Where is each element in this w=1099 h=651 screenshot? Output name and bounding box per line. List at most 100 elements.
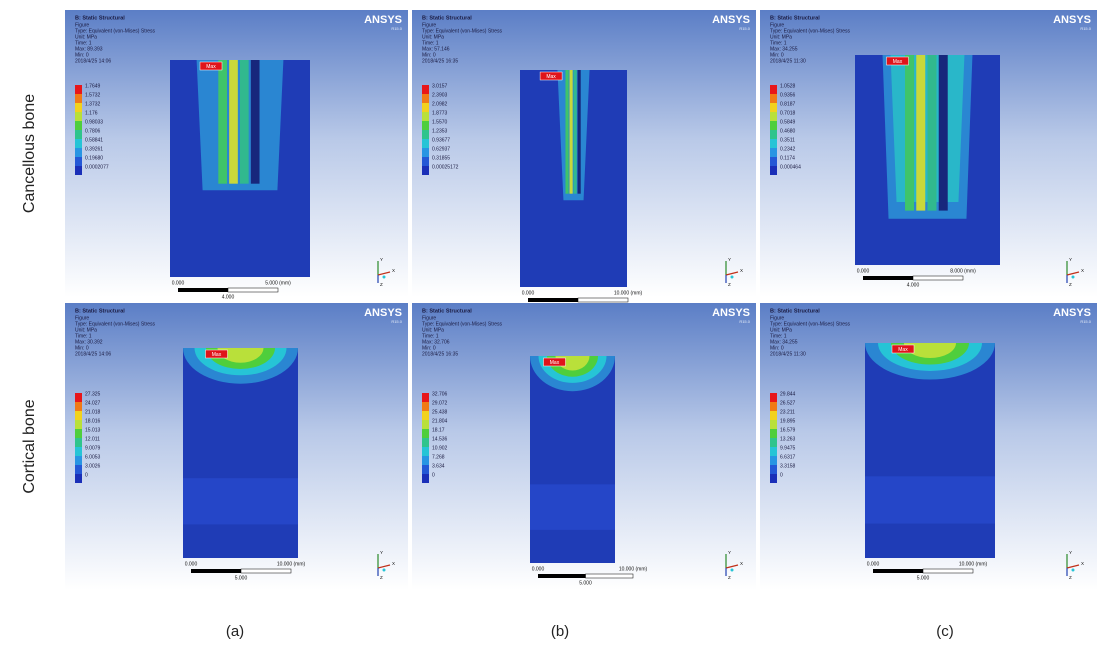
legend-swatch [75,474,82,483]
contour-bowl [904,343,956,359]
info-line: Type: Equivalent (von-Mises) Stress [75,321,156,327]
legend-value: 1.176 [85,110,98,116]
info-line: Figure [422,315,436,321]
triad-label: Z [1069,575,1072,580]
legend-value: 2.3903 [432,92,448,98]
triad-label: X [740,561,743,566]
legend-swatch [75,465,82,474]
triad-label: X [740,268,743,273]
triad-axis [1066,564,1080,569]
legend-swatch [75,166,82,175]
panel-title: B: Static Structural [770,308,820,314]
max-tag: Max [898,347,908,353]
legend-swatch [422,166,429,175]
brand-version: R15.0 [1080,319,1091,324]
legend-swatch [422,130,429,139]
panel-title: B: Static Structural [422,15,472,21]
legend-swatch [770,411,777,420]
legend-value: 26.527 [780,400,796,406]
scale-bar-light [577,297,629,303]
scale-label: 5.000 [235,575,248,581]
info-line: Time: 1 [422,40,439,46]
legend-swatch [770,456,777,465]
legend-value: 3.3158 [780,463,796,469]
scale-label: 8.000 (mm) [950,268,976,274]
legend-value: 0.62937 [432,146,450,152]
info-line: 2018/4/25 14:06 [75,351,111,357]
legend-value: 3.0026 [85,463,101,469]
info-line: Unit: MPa [422,34,444,40]
brand-version: R15.0 [739,26,750,31]
legend-value: 1.0528 [780,83,796,89]
legend-swatch [770,139,777,148]
legend-swatch [422,456,429,465]
triad-label: Z [728,282,731,287]
contour-stripe [250,60,260,184]
scale-label: 0.000 [185,561,198,567]
scale-bar-dark [538,574,586,578]
column-label: (c) [936,623,954,640]
legend-value: 21.804 [432,418,448,424]
info-line: Time: 1 [770,333,787,339]
legend-value: 27.325 [85,391,101,397]
legend-value: 0.31855 [432,155,450,161]
contour-band [865,476,995,524]
triad-axis [725,564,739,569]
legend-value: 0.9356 [780,92,796,98]
legend-swatch [770,447,777,456]
legend-swatch [422,429,429,438]
triad-axis [1066,271,1080,276]
triad-label: Y [1069,550,1072,555]
info-line: 2018/4/25 16:35 [422,58,458,64]
info-line: Time: 1 [75,333,92,339]
info-line: Type: Equivalent (von-Mises) Stress [770,321,851,327]
legend-swatch [422,411,429,420]
info-line: 2018/4/25 11:30 [770,58,806,64]
legend-swatch [75,447,82,456]
legend-value: 1.5732 [85,92,101,98]
legend-value: 23.211 [780,409,795,415]
legend-swatch [75,94,82,103]
legend-swatch [770,157,777,166]
legend-swatch [75,429,82,438]
info-line: Figure [75,22,89,28]
info-line: Max: 89.393 [75,46,103,52]
legend-swatch [422,85,429,94]
info-line: Min: 0 [770,52,784,58]
legend-swatch [422,402,429,411]
info-line: Figure [422,22,436,28]
legend-swatch [422,139,429,148]
info-line: Max: 57.146 [422,46,450,52]
triad-origin [730,568,734,572]
legend-swatch [75,112,82,121]
triad-label: Z [728,575,731,580]
contour-band [183,478,298,525]
info-line: Min: 0 [422,345,436,351]
triad-label: Z [1069,282,1072,287]
legend-swatch [770,94,777,103]
max-tag-box [891,344,915,354]
triad-axis [377,271,391,276]
contour-stripe [565,70,569,194]
legend-swatch [770,166,777,175]
info-line: Figure [770,315,784,321]
contour-stripe [229,60,238,184]
triad-label: Y [1069,257,1072,262]
triad-origin [382,568,386,572]
brand-logo: ANSYS [364,14,402,26]
contour-stripe [916,55,926,211]
contour-stripe [573,70,577,194]
legend-value: 0.4680 [780,128,796,134]
legend-swatch [75,411,82,420]
scale-label: 10.000 (mm) [277,561,306,567]
max-tag-box [205,349,228,359]
legend-value: 1.3732 [85,101,101,107]
legend-value: 0.98033 [85,119,103,125]
panel-title: B: Static Structural [75,15,125,21]
info-line: Type: Equivalent (von-Mises) Stress [75,28,156,34]
legend-swatch [75,121,82,130]
legend-value: 0.5849 [780,119,796,125]
scale-bar-light [912,275,964,281]
max-tag: Max [546,74,556,80]
